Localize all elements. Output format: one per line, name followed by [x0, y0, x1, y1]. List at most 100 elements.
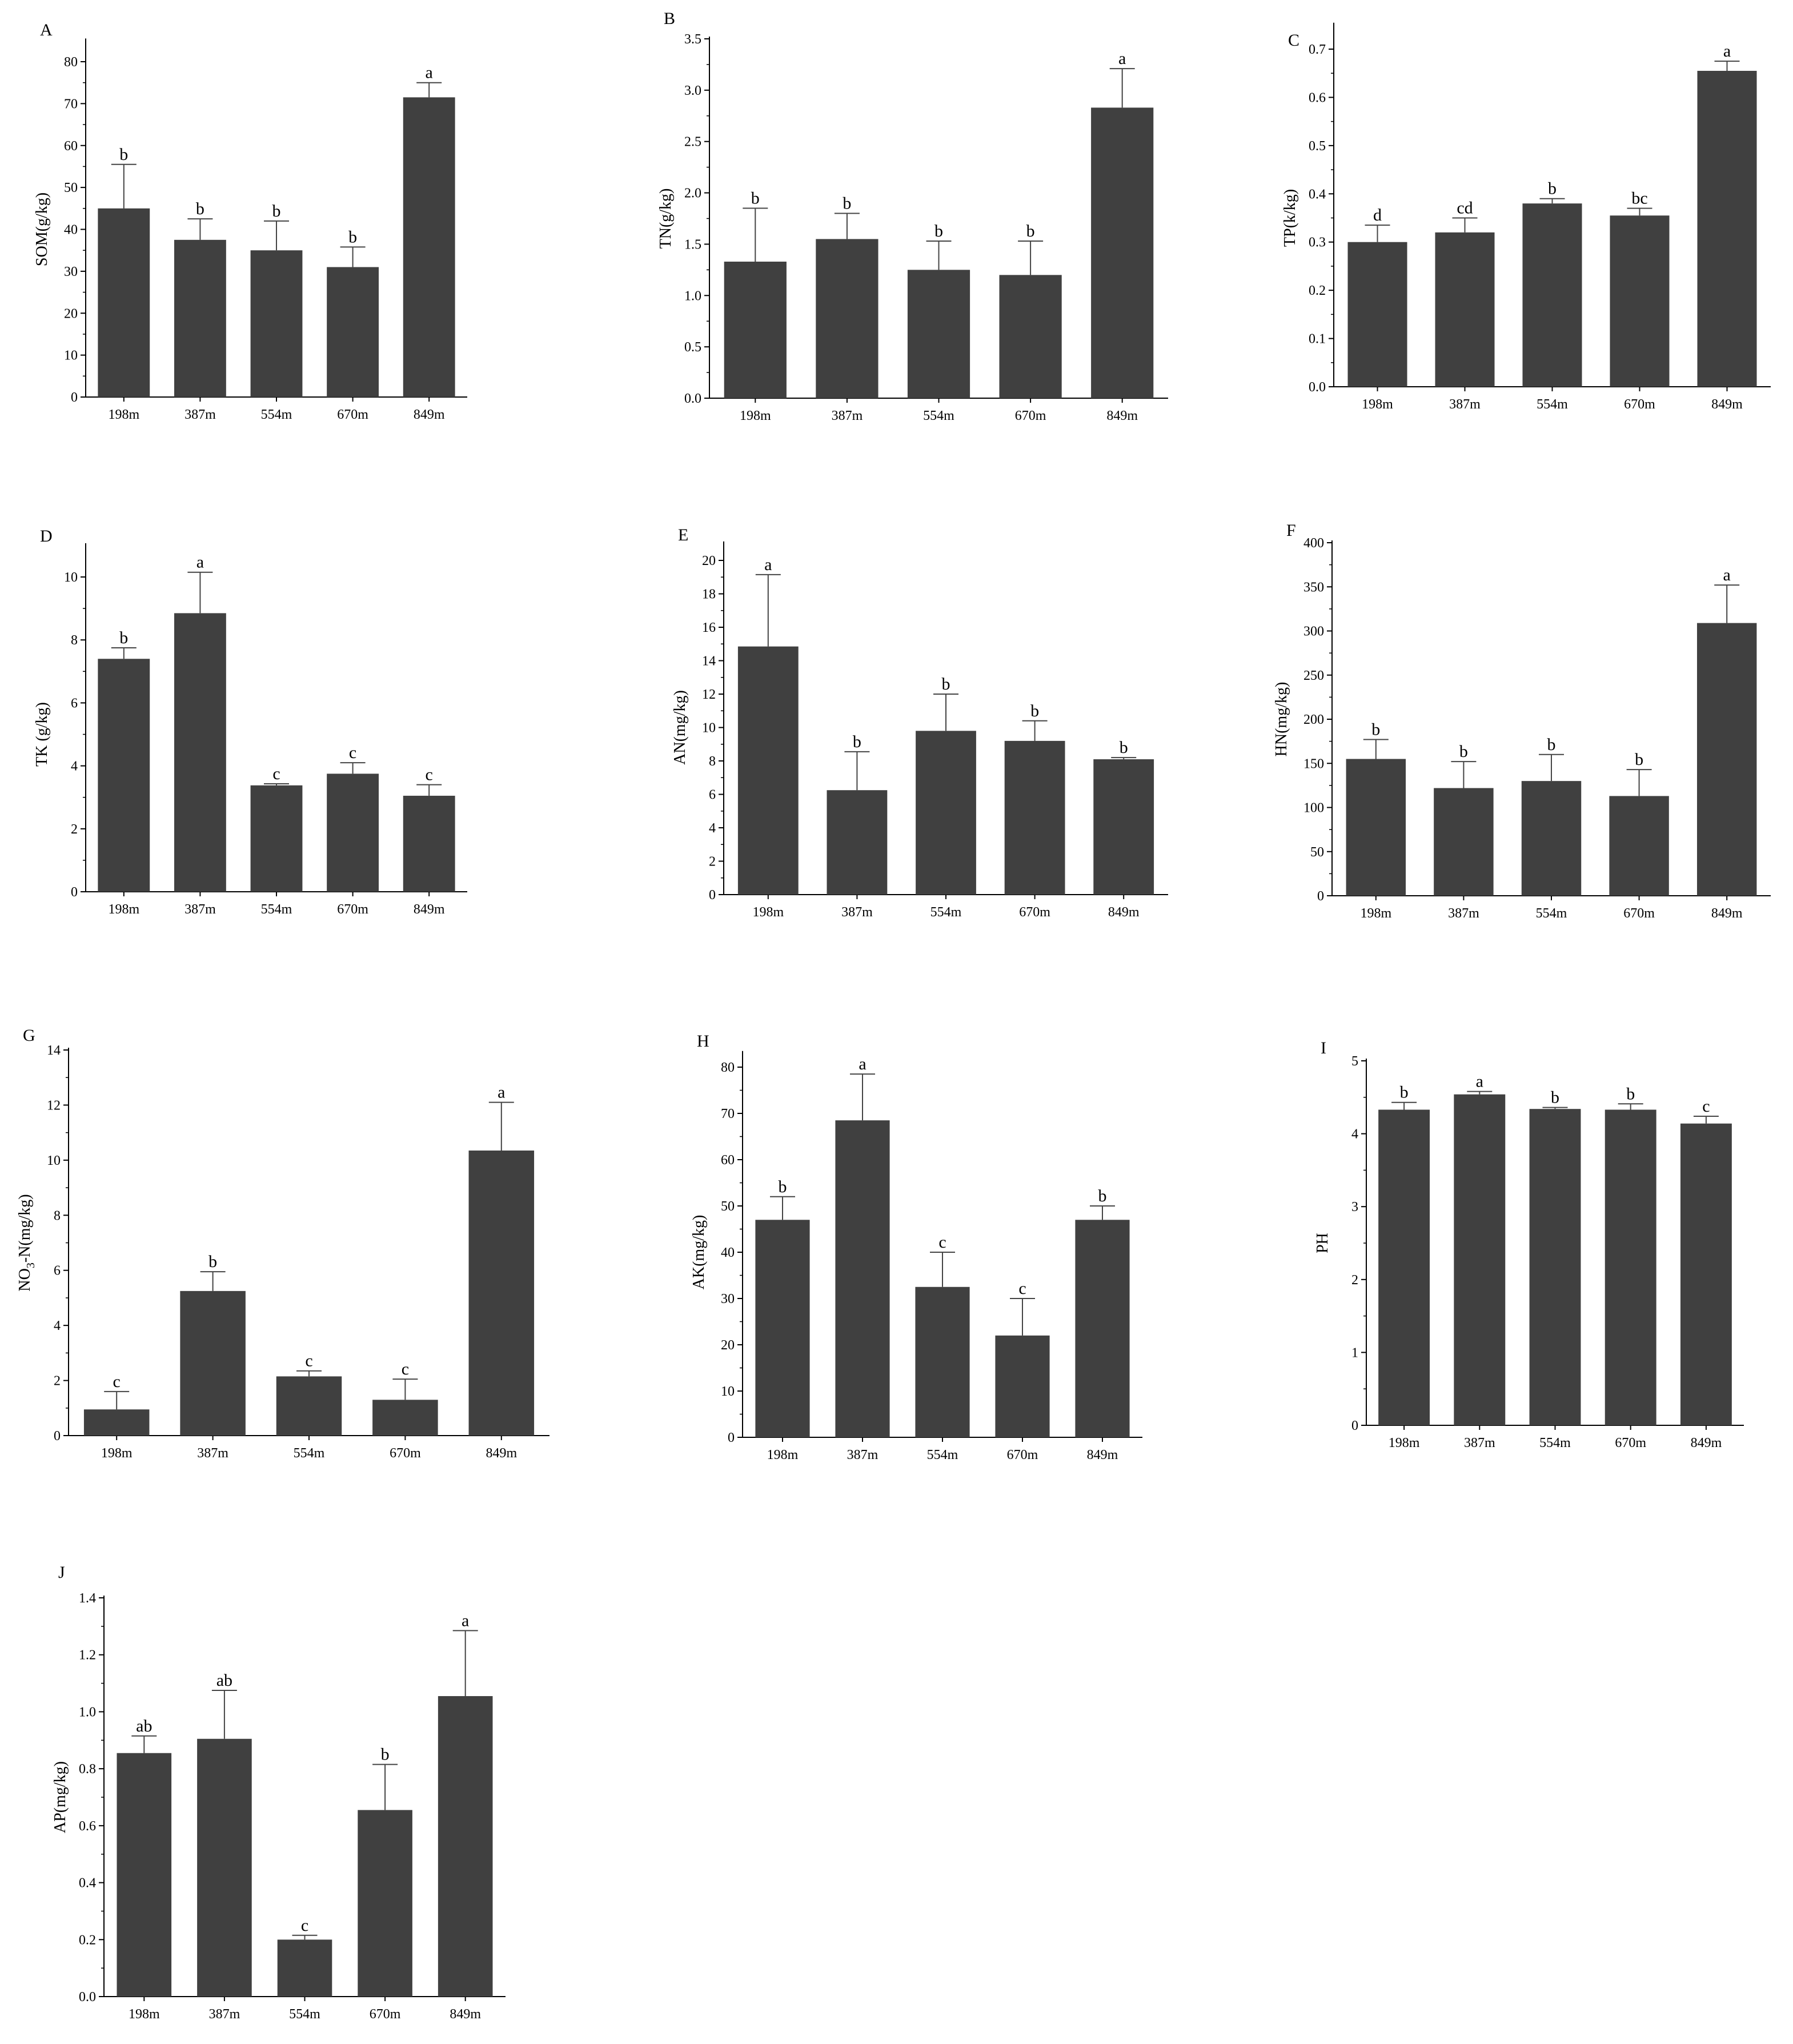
y-tick-label: 0.5 — [1309, 139, 1326, 154]
y-tick-label: 0 — [54, 1429, 61, 1444]
y-tick-label: 3.0 — [684, 83, 701, 98]
x-tick-label: 198m — [108, 902, 139, 917]
bar — [1521, 781, 1582, 896]
bar — [327, 773, 379, 892]
bar — [372, 1400, 438, 1436]
bar — [277, 1939, 332, 1997]
x-tick-label: 554m — [1537, 397, 1568, 412]
significance-letter: b — [843, 194, 851, 213]
x-tick-label: 387m — [847, 1448, 879, 1462]
x-tick-label: 670m — [337, 902, 368, 917]
y-tick-label: 8 — [71, 633, 78, 648]
y-tick-label: 3 — [1351, 1200, 1358, 1215]
x-tick-label: 198m — [1389, 1436, 1420, 1450]
y-tick-label: 0 — [709, 888, 716, 903]
y-tick-label: 18 — [702, 587, 716, 602]
significance-letter: c — [301, 1916, 308, 1935]
bar — [1004, 740, 1065, 895]
panel-letter: G — [23, 1026, 35, 1045]
bar — [1609, 796, 1669, 896]
y-tick-label: 0 — [728, 1430, 735, 1445]
y-tick-label: 60 — [721, 1153, 735, 1168]
bar — [915, 1286, 970, 1437]
significance-letter: a — [1723, 566, 1731, 584]
y-tick-label: 20 — [721, 1338, 735, 1353]
y-tick-label: 150 — [1303, 756, 1324, 771]
significance-letter: b — [1547, 735, 1556, 754]
chart-panel-j: J0.00.20.40.60.81.01.21.4AP(mg/kg)ab198m… — [51, 1563, 506, 2022]
significance-letter: c — [1018, 1279, 1026, 1298]
x-tick-label: 198m — [767, 1448, 799, 1462]
bar — [180, 1290, 246, 1436]
x-tick-label: 670m — [1623, 906, 1655, 921]
bar — [907, 270, 970, 398]
chart-panel-h: H 0 10 20 30 40 50 60 70 80 AK(mg/kg) b 198m a 387m c 55… — [690, 1032, 1142, 1462]
y-tick-label: 2 — [1351, 1273, 1358, 1288]
bar — [1454, 1094, 1506, 1425]
y-tick-label: 6 — [54, 1264, 61, 1278]
significance-letter: a — [498, 1083, 505, 1102]
bar — [98, 208, 150, 397]
y-tick-label: 2.0 — [684, 186, 701, 201]
x-tick-label: 849m — [450, 2007, 481, 2022]
y-tick-label: 350 — [1303, 580, 1324, 595]
y-axis-label: AN(mg/kg) — [671, 690, 689, 765]
significance-letter: b — [779, 1177, 787, 1196]
y-tick-label: 0.4 — [1309, 187, 1326, 202]
significance-letter: a — [462, 1611, 469, 1630]
panel-letter: J — [58, 1563, 65, 1582]
y-tick-label: 10 — [47, 1153, 61, 1168]
bar — [1435, 232, 1495, 387]
y-tick-label: 60 — [64, 139, 78, 154]
y-tick-label: 50 — [721, 1199, 735, 1214]
y-axis-label: TP(k/kg) — [1281, 189, 1299, 247]
y-tick-label: 4 — [1351, 1127, 1358, 1142]
bar — [724, 261, 787, 398]
y-tick-label: 10 — [721, 1384, 735, 1399]
x-tick-label: 554m — [294, 1446, 325, 1461]
y-tick-label: 10 — [64, 570, 78, 585]
y-tick-label: 50 — [1310, 845, 1324, 860]
y-tick-label: 6 — [709, 788, 716, 803]
y-tick-label: 12 — [702, 687, 716, 702]
y-tick-label: 1.4 — [79, 1591, 96, 1606]
bar — [1378, 1109, 1430, 1425]
y-tick-label: 30 — [721, 1292, 735, 1306]
bar — [403, 795, 455, 892]
x-tick-label: 670m — [1015, 408, 1046, 423]
significance-letter: cd — [1457, 199, 1473, 218]
bar — [1529, 1109, 1581, 1425]
y-axis-label: TK (g/kg) — [33, 702, 51, 767]
bar — [468, 1150, 535, 1436]
y-tick-label: 2 — [71, 822, 78, 837]
y-tick-label: 0.5 — [684, 340, 701, 355]
bar — [995, 1335, 1050, 1437]
significance-letter: c — [938, 1233, 946, 1252]
significance-letter: b — [1635, 750, 1643, 769]
significance-letter: b — [348, 227, 357, 246]
y-tick-label: 4 — [71, 759, 78, 774]
significance-letter: b — [853, 732, 861, 751]
panel-letter: I — [1321, 1039, 1326, 1057]
bar — [1075, 1220, 1130, 1437]
bar — [327, 267, 379, 397]
x-tick-label: 554m — [1539, 1436, 1571, 1450]
bar — [916, 731, 976, 895]
y-tick-label: 0 — [1317, 889, 1324, 904]
significance-letter: a — [764, 555, 772, 574]
y-tick-label: 8 — [54, 1208, 61, 1223]
bar — [1091, 107, 1154, 398]
bar — [117, 1753, 172, 1997]
x-tick-label: 387m — [184, 407, 216, 422]
significance-letter: c — [1702, 1097, 1710, 1116]
y-tick-label: 12 — [47, 1098, 61, 1113]
bar — [276, 1376, 342, 1436]
bar — [737, 646, 799, 895]
y-tick-label: 10 — [702, 721, 716, 736]
bar — [816, 239, 879, 398]
y-tick-label: 40 — [721, 1245, 735, 1260]
x-tick-label: 849m — [1691, 1436, 1722, 1450]
x-tick-label: 849m — [1711, 906, 1743, 921]
x-tick-label: 554m — [289, 2007, 320, 2022]
bar — [98, 659, 150, 892]
